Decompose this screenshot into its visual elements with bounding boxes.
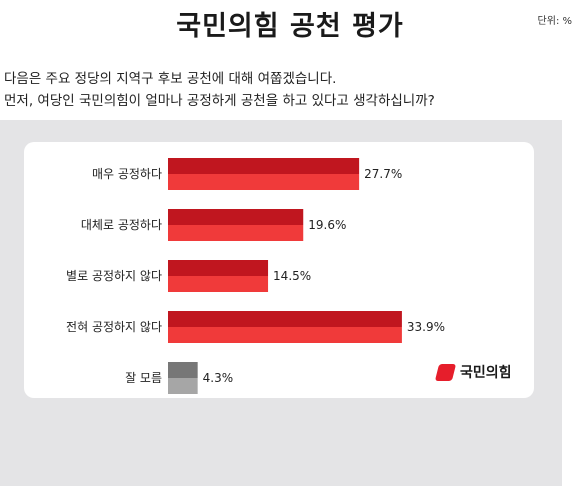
party-logo-icon bbox=[434, 363, 457, 381]
bar bbox=[168, 362, 198, 394]
question-line-2: 먼저, 여당인 국민의힘이 얼마나 공정하게 공천을 하고 있다고 생각하십니까… bbox=[4, 93, 435, 109]
bar bbox=[168, 209, 304, 241]
question-line-1: 다음은 주요 정당의 지역구 후보 공천에 대해 여쭙겠습니다. bbox=[4, 71, 337, 87]
value-label: 33.9% bbox=[407, 320, 445, 334]
value-label: 4.3% bbox=[203, 371, 234, 385]
bar bbox=[168, 311, 402, 343]
category-label: 별로 공정하지 않다 bbox=[66, 269, 162, 283]
party-logo-text: 국민의힘 bbox=[460, 365, 512, 381]
value-label: 27.7% bbox=[364, 167, 402, 181]
chart-title: 국민의힘 공천 평가 bbox=[176, 11, 404, 42]
category-label: 매우 공정하다 bbox=[92, 167, 162, 181]
category-label: 잘 모름 bbox=[125, 371, 162, 385]
party-logo: 국민의힘 bbox=[434, 360, 512, 384]
category-label: 전혀 공정하지 않다 bbox=[66, 320, 162, 334]
value-label: 14.5% bbox=[273, 269, 311, 283]
category-label: 대체로 공정하다 bbox=[81, 218, 162, 232]
unit-label: 단위: % bbox=[537, 16, 572, 27]
value-label: 19.6% bbox=[308, 218, 346, 232]
bar bbox=[168, 260, 269, 292]
survey-question: 다음은 주요 정당의 지역구 후보 공천에 대해 여쭙겠습니다. 먼저, 여당인… bbox=[4, 68, 580, 112]
bar bbox=[168, 158, 360, 190]
